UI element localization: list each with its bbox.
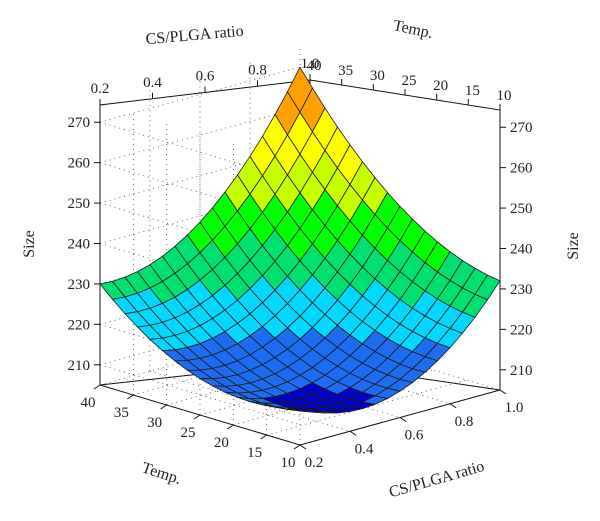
x-tick-label-top: 0.8 — [248, 62, 267, 78]
z-tick-label-left: 250 — [68, 196, 91, 212]
z-tick-label-right: 220 — [510, 322, 533, 338]
x-tick-label-bottom: 0.6 — [405, 428, 424, 444]
z-tick-label-left: 240 — [68, 237, 91, 253]
z-tick-label-left: 230 — [68, 277, 91, 293]
z-tick-label-left: 220 — [68, 317, 91, 333]
z-tick-label-left: 270 — [68, 115, 91, 131]
z-axis-title-right: Size — [565, 232, 582, 260]
x-tick-label-bottom: 0.2 — [305, 455, 324, 471]
y-tick-mark-bottom — [293, 444, 301, 450]
x-tick-label-top: 0.6 — [196, 69, 215, 85]
y-tick-label-bottom: 20 — [214, 435, 229, 451]
x-axis-title-top: CS/PLGA ratio — [145, 23, 244, 48]
y-tick-mark-bottom — [227, 424, 234, 430]
y-tick-label-top: 35 — [338, 63, 353, 79]
y-tick-mark-bottom — [260, 434, 267, 440]
y-axis-title-top: Temp. — [392, 17, 435, 42]
y-tick-label-top: 10 — [497, 88, 512, 104]
y-tick-label-top: 25 — [402, 73, 417, 89]
y-tick-label-bottom: 35 — [114, 405, 129, 421]
x-tick-mark-bottom — [349, 430, 357, 436]
z-axis-title-left: Size — [21, 230, 38, 258]
y-tick-label-bottom: 40 — [81, 395, 96, 411]
z-tick-label-right: 240 — [510, 242, 533, 258]
y-tick-mark-bottom — [93, 384, 101, 390]
x-tick-label-bottom: 1.0 — [505, 400, 524, 416]
x-tick-label-top: 0.2 — [91, 81, 110, 97]
y-tick-label-top: 15 — [465, 83, 480, 99]
y-tick-label-bottom: 15 — [247, 445, 262, 461]
x-tick-mark-bottom — [499, 389, 507, 395]
z-tick-label-right: 270 — [510, 120, 533, 136]
y-tick-mark-bottom — [127, 394, 134, 400]
x-tick-mark-bottom — [449, 403, 457, 409]
y-tick-label-bottom: 10 — [281, 455, 296, 471]
x-tick-mark-bottom — [399, 417, 407, 422]
z-tick-label-right: 230 — [510, 282, 533, 298]
z-tick-label-left: 260 — [68, 156, 91, 172]
x-tick-label-top: 1.0 — [301, 56, 320, 72]
x-tick-label-top: 0.4 — [143, 75, 162, 91]
z-tick-label-left: 210 — [68, 358, 91, 374]
y-tick-mark-bottom — [193, 414, 201, 420]
y-tick-label-bottom: 30 — [147, 415, 162, 431]
x-tick-label-bottom: 0.4 — [355, 441, 374, 457]
y-tick-label-bottom: 25 — [181, 425, 196, 441]
y-tick-label-top: 40 — [307, 58, 322, 74]
z-tick-label-right: 250 — [510, 201, 533, 217]
surface-facet — [474, 274, 501, 301]
y-tick-label-top: 20 — [433, 78, 448, 94]
x-axis-title-bottom: CS/PLGA ratio — [387, 458, 486, 501]
response-surface — [99, 66, 501, 414]
x-tick-mark-bottom — [299, 444, 307, 450]
x-tick-label-bottom: 0.8 — [455, 414, 474, 430]
axis-ticks: 210 210 220 220 230 230 240 240 250 250 260 260 270 2… — [68, 56, 533, 471]
z-tick-label-right: 210 — [510, 363, 533, 379]
z-tick-label-right: 260 — [510, 161, 533, 177]
y-tick-label-top: 30 — [370, 68, 385, 84]
y-tick-mark-bottom — [160, 404, 167, 410]
y-axis-title-bottom: Temp. — [140, 459, 183, 488]
